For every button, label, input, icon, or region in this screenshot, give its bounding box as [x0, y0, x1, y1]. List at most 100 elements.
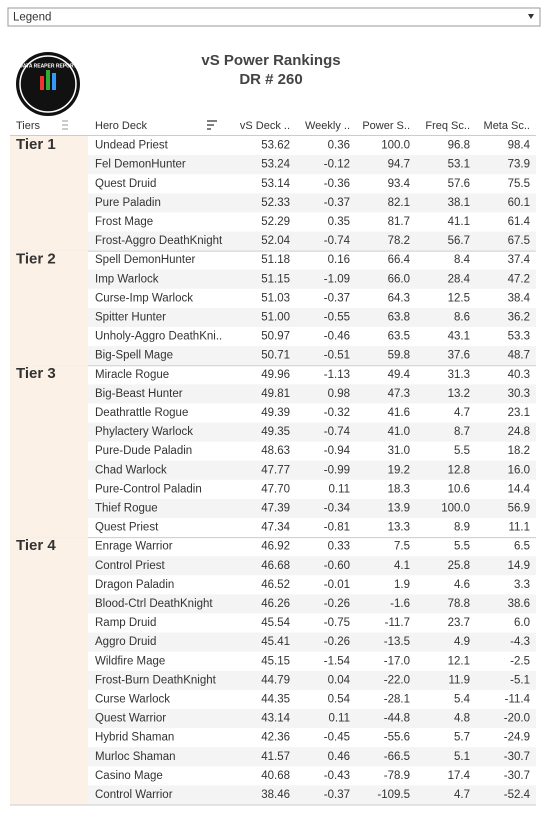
cell: 47.70: [261, 483, 290, 495]
row-stripe: [88, 384, 536, 404]
cell: 10.6: [448, 483, 470, 495]
cell: -28.1: [384, 693, 410, 705]
cell: 56.9: [508, 502, 530, 514]
cell: 78.8: [448, 598, 470, 610]
cell: 44.79: [261, 674, 290, 686]
cell: 57.6: [448, 178, 470, 190]
cell: Hybrid Shaman: [95, 732, 174, 744]
cell: -44.8: [384, 713, 410, 725]
cell: 53.24: [261, 159, 290, 171]
cell: 23.7: [448, 617, 470, 629]
cell: 25.8: [448, 560, 470, 572]
cell: 43.14: [261, 713, 290, 725]
cell: Quest Warrior: [95, 713, 166, 725]
legend-label: Legend: [13, 12, 51, 24]
column-header: Power S..: [362, 120, 410, 132]
cell: 47.34: [261, 522, 290, 534]
tier-label: Tier 4: [16, 537, 56, 554]
cell: 0.11: [328, 713, 350, 725]
cell: -30.7: [504, 770, 530, 782]
cell: 53.3: [508, 331, 530, 343]
cell: 5.5: [454, 541, 470, 553]
cell: 61.4: [508, 216, 531, 228]
cell: 48.63: [261, 445, 290, 457]
cell: 51.18: [261, 254, 290, 266]
cell: 12.5: [448, 292, 470, 304]
cell: 4.6: [454, 579, 470, 591]
cell: 50.97: [261, 331, 290, 343]
cell: 46.68: [261, 560, 290, 572]
cell: 94.7: [388, 159, 410, 171]
cell: 41.6: [388, 407, 410, 419]
row-stripe: [88, 422, 536, 442]
cell: 0.16: [328, 254, 350, 266]
cell: 18.3: [388, 483, 410, 495]
cell: Aggro Druid: [95, 636, 156, 648]
cell: 75.5: [508, 178, 530, 190]
cell: Unholy-Aggro DeathKni..: [95, 331, 222, 343]
cell: 66.0: [388, 273, 410, 285]
cell: 53.1: [448, 159, 470, 171]
cell: -1.54: [324, 655, 351, 667]
cell: Spitter Hunter: [95, 311, 166, 323]
cell: 66.4: [388, 254, 411, 266]
cell: 49.4: [388, 369, 411, 381]
tier-cell: [10, 365, 88, 538]
cell: 8.7: [454, 426, 470, 438]
cell: 82.1: [388, 197, 410, 209]
cell: -0.94: [324, 445, 351, 457]
cell: Enrage Warrior: [95, 541, 173, 553]
tier-cell: [10, 136, 88, 251]
legend-dropdown[interactable]: [7, 7, 541, 27]
cell: 31.0: [388, 445, 410, 457]
cell: 0.35: [328, 216, 350, 228]
title: vS Power Rankings: [201, 52, 340, 69]
cell: 6.5: [514, 541, 530, 553]
row-stripe: [88, 346, 536, 366]
cell: -4.3: [510, 636, 530, 648]
cell: Miracle Rogue: [95, 369, 169, 381]
cell: -0.60: [324, 560, 350, 572]
cell: 16.0: [508, 464, 530, 476]
cell: 4.7: [454, 789, 470, 801]
cell: -0.34: [324, 502, 351, 514]
cell: 81.7: [388, 216, 410, 228]
cell: Curse-Imp Warlock: [95, 292, 193, 304]
cell: 13.2: [448, 388, 470, 400]
cell: -20.0: [504, 713, 530, 725]
cell: -13.5: [384, 636, 410, 648]
cell: 43.1: [448, 331, 470, 343]
cell: 23.1: [508, 407, 530, 419]
cell: 59.8: [388, 350, 410, 362]
row-stripe: [88, 747, 536, 767]
cell: Casino Mage: [95, 770, 163, 782]
cell: Control Priest: [95, 560, 165, 572]
cell: 5.1: [454, 751, 470, 763]
cell: Quest Priest: [95, 522, 159, 534]
cell: 78.2: [388, 235, 410, 247]
tier-label: Tier 3: [16, 365, 56, 382]
cell: 14.9: [508, 560, 530, 572]
cell: 14.4: [508, 483, 531, 495]
cell: 63.5: [388, 331, 410, 343]
cell: Quest Druid: [95, 178, 156, 190]
cell: Dragon Paladin: [95, 579, 174, 591]
cell: -1.6: [390, 598, 410, 610]
cell: -0.37: [324, 197, 350, 209]
cell: -0.01: [324, 579, 350, 591]
cell: -0.36: [324, 178, 350, 190]
cell: 12.1: [448, 655, 470, 667]
tier-label: Tier 2: [16, 251, 56, 268]
cell: -0.74: [324, 235, 351, 247]
cell: 19.2: [388, 464, 410, 476]
cell: 11.1: [508, 522, 530, 534]
cell: -24.9: [504, 732, 530, 744]
cell: -0.37: [324, 789, 350, 801]
cell: Frost-Aggro DeathKnight: [95, 235, 223, 247]
cell: 4.7: [454, 407, 470, 419]
cell: -55.6: [384, 732, 410, 744]
cell: Imp Warlock: [95, 273, 159, 285]
cell: 8.9: [454, 522, 470, 534]
cell: 41.1: [448, 216, 470, 228]
cell: Deathrattle Rogue: [95, 407, 188, 419]
